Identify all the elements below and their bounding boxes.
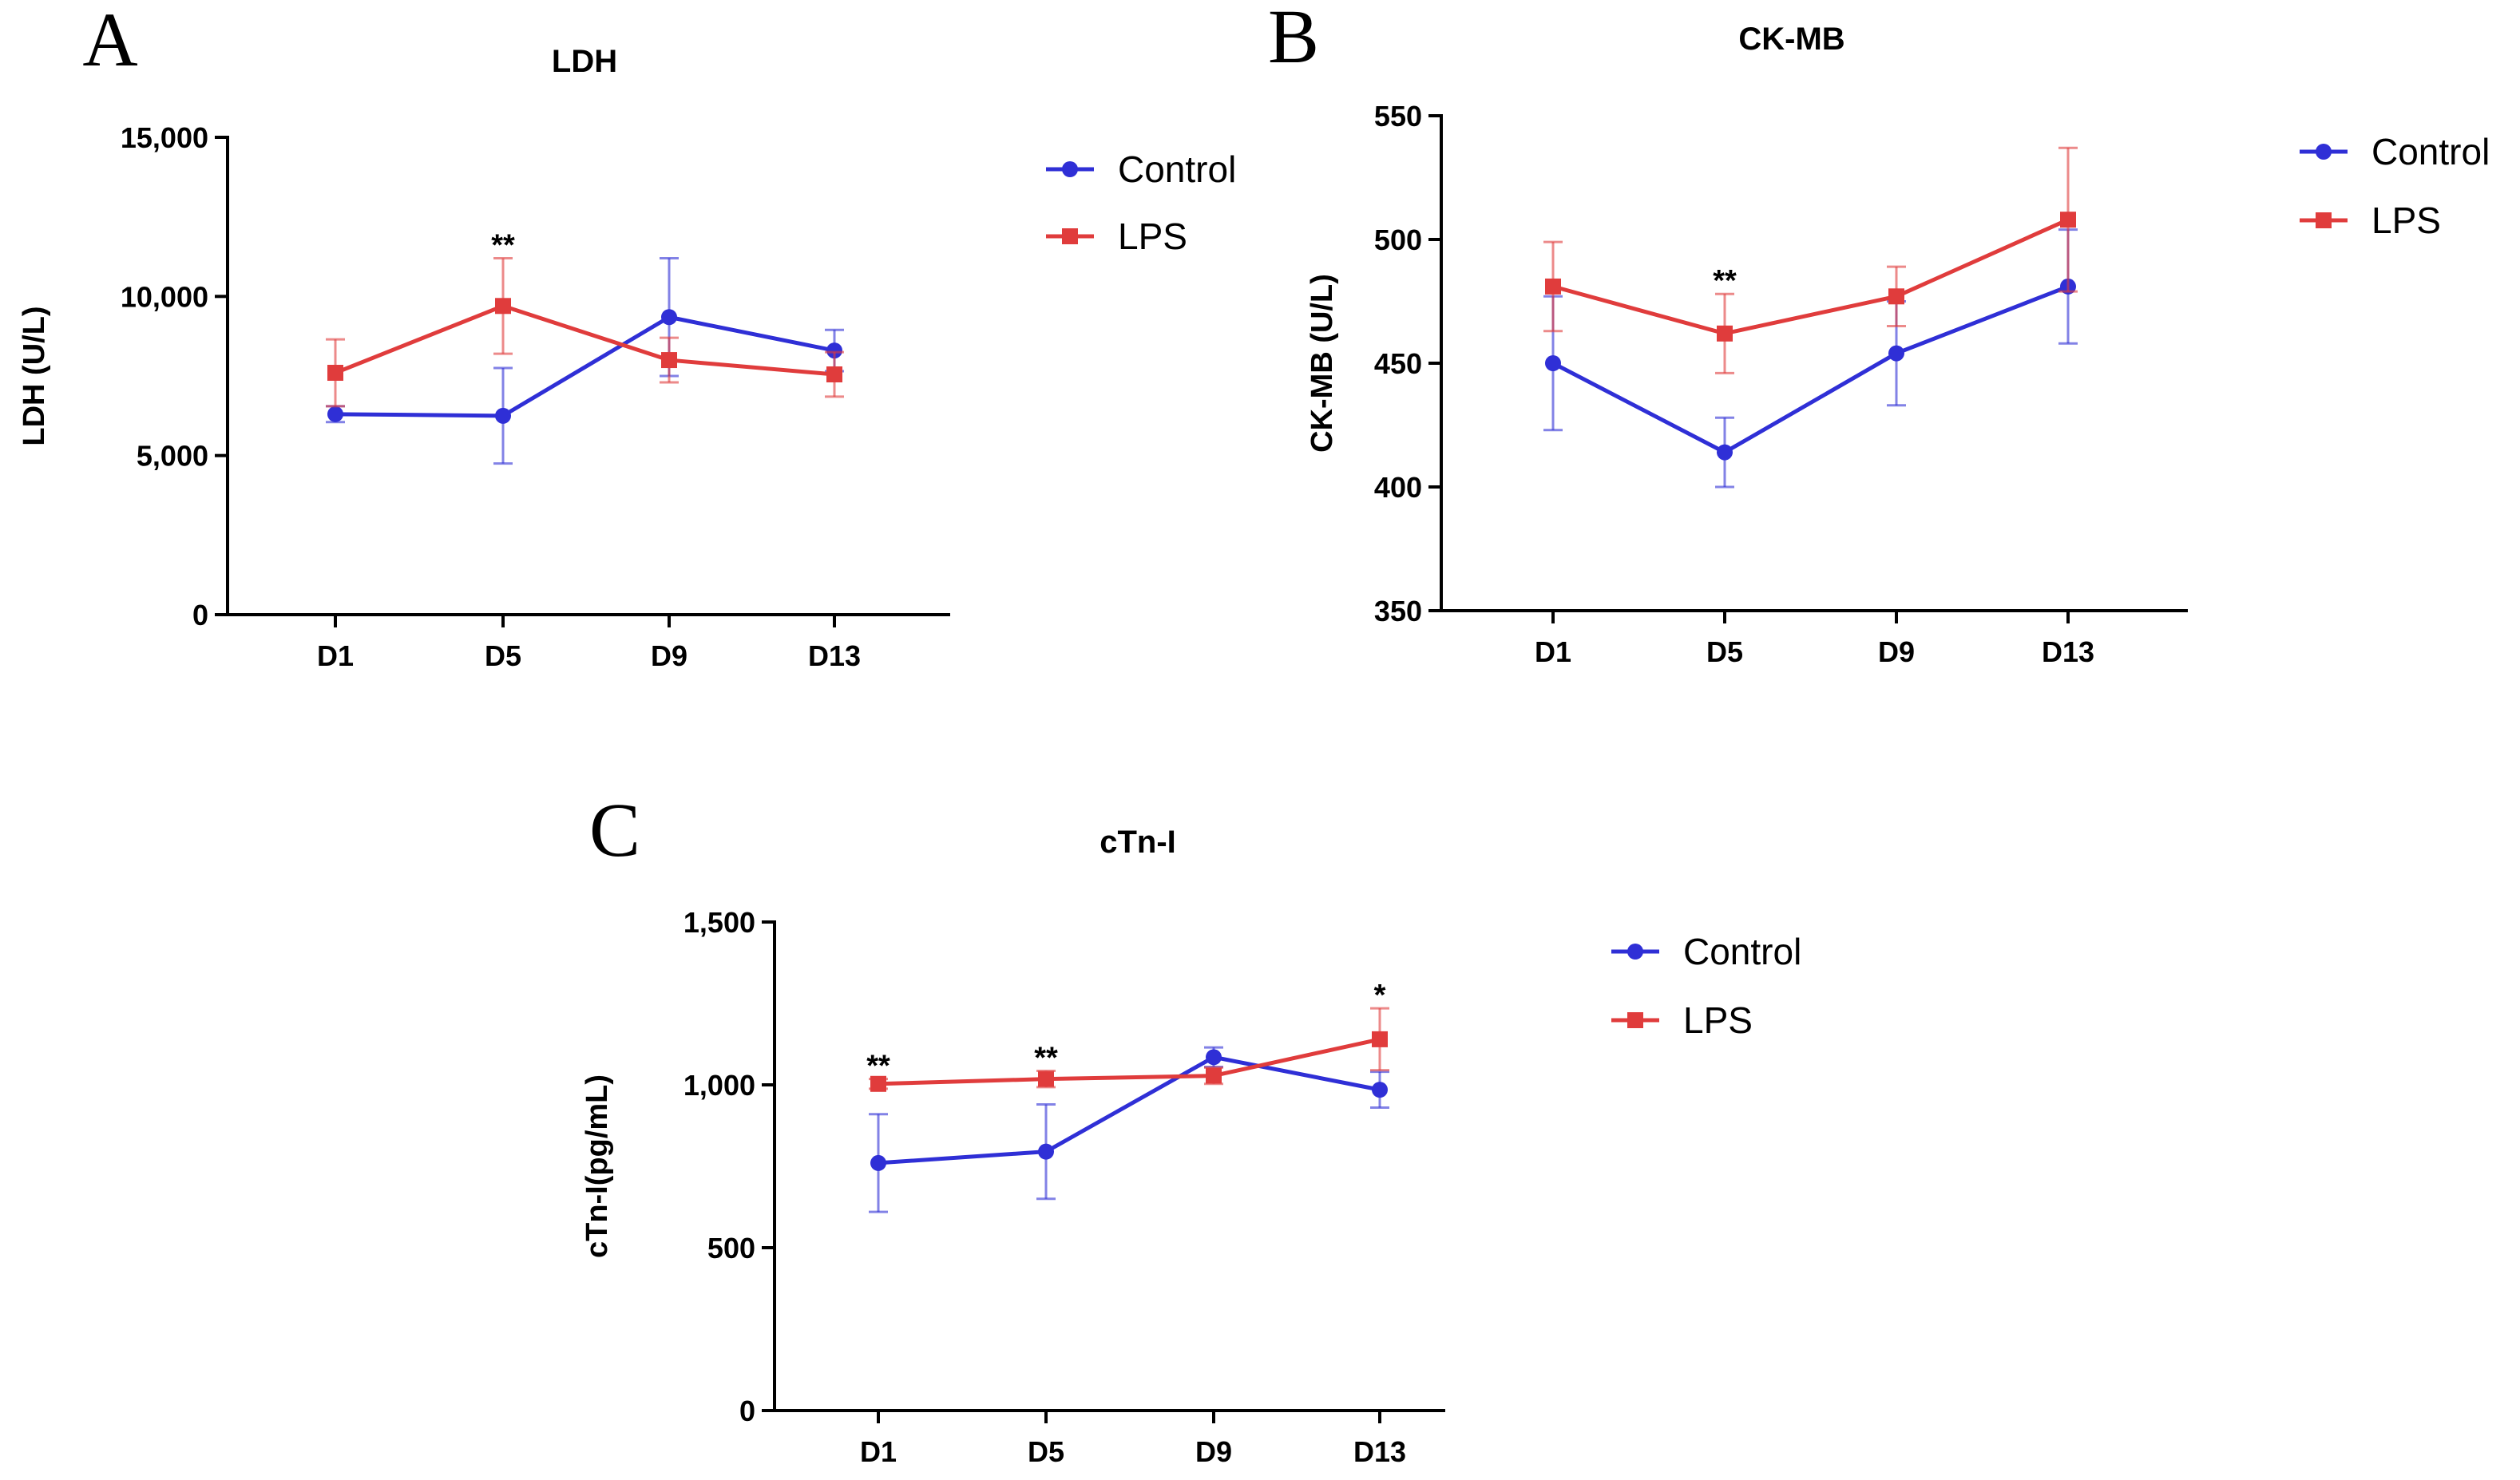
data-point — [661, 309, 677, 326]
data-point — [826, 366, 842, 383]
x-tick-label: D9 — [1195, 1435, 1232, 1468]
data-point — [1372, 1031, 1388, 1047]
data-point — [1372, 1082, 1388, 1098]
x-tick-label: D13 — [1353, 1435, 1406, 1468]
x-tick-label: D9 — [651, 639, 687, 672]
x-tick-label: D1 — [1535, 635, 1571, 668]
y-axis-label: cTn-I(pg/mL) — [580, 1074, 614, 1258]
data-point — [1888, 288, 1904, 305]
series-lps — [326, 256, 844, 408]
y-tick-label: 550 — [1374, 100, 1422, 133]
series-lps — [1543, 146, 2078, 374]
y-tick-label: 10,000 — [121, 280, 208, 313]
chart-panel-b: B CK-MB CK-MB (U/L) 350 400 450 500 550 D1 D5 D9 D1… — [1268, 0, 2490, 668]
series-line — [878, 1037, 1381, 1086]
x-tick-label: D13 — [808, 639, 861, 672]
series-line — [335, 315, 835, 418]
legend-marker — [1062, 228, 1078, 244]
data-point — [495, 298, 511, 315]
legend-marker — [2316, 144, 2332, 160]
chart-title: cTn-I — [1100, 825, 1176, 860]
series-lps — [869, 1007, 1389, 1092]
significance-label: ** — [866, 1050, 890, 1083]
x-tick-label: D13 — [2042, 635, 2094, 668]
legend-label: LPS — [2371, 200, 2441, 241]
y-tick-label: 350 — [1374, 595, 1422, 627]
panel-letter: A — [82, 0, 137, 82]
significance-label: ** — [1713, 264, 1737, 298]
y-axis-label: CK-MB (U/L) — [1306, 274, 1339, 453]
chart-title: CK-MB — [1738, 22, 1844, 57]
y-tick-label: 400 — [1374, 471, 1422, 504]
y-tick-label: 0 — [192, 599, 208, 631]
y-tick-label: 5,000 — [137, 440, 208, 473]
panel-letter: B — [1268, 0, 1319, 79]
x-tick-label: D5 — [1706, 635, 1743, 668]
legend-marker — [1627, 1012, 1643, 1028]
legend: Control LPS — [1046, 148, 1236, 257]
significance-label: * — [1374, 979, 1386, 1012]
y-tick-label: 15,000 — [121, 121, 208, 154]
data-point — [495, 407, 511, 424]
data-point — [327, 406, 343, 422]
legend-marker — [1062, 161, 1078, 177]
legend-label: Control — [2371, 131, 2490, 172]
data-point — [327, 365, 343, 382]
legend-label: Control — [1118, 148, 1236, 190]
y-tick-label: 1,000 — [683, 1069, 755, 1102]
data-point — [870, 1154, 886, 1171]
y-tick-label: 0 — [739, 1395, 755, 1427]
legend: Control LPS — [2300, 131, 2490, 241]
series-line — [1552, 217, 2070, 336]
y-axis-label: LDH (U/L) — [18, 306, 51, 445]
y-tick-label: 500 — [1374, 224, 1422, 256]
series-control — [869, 1046, 1389, 1213]
legend-marker — [1627, 944, 1643, 960]
data-point — [1206, 1067, 1222, 1084]
chart-panel-a: A LDH LDH (U/L) 0 5,000 10,000 15,000 D1 D5 D9 D13… — [18, 0, 1236, 672]
data-point — [1717, 444, 1733, 461]
legend-label: Control — [1683, 931, 1801, 972]
data-point — [1888, 345, 1904, 362]
data-point — [2060, 212, 2076, 228]
data-point — [826, 342, 842, 359]
series-control — [326, 256, 844, 465]
series-line — [878, 1055, 1381, 1165]
x-tick-label: D5 — [1028, 1435, 1064, 1468]
y-tick-label: 450 — [1374, 347, 1422, 380]
x-tick-label: D5 — [485, 639, 521, 672]
data-point — [661, 352, 677, 369]
series-line — [1551, 284, 2069, 455]
series-line — [335, 303, 835, 377]
y-tick-label: 500 — [707, 1232, 755, 1264]
data-point — [1038, 1143, 1054, 1160]
data-point — [1545, 355, 1561, 371]
legend-label: LPS — [1118, 216, 1187, 257]
panel-letter: C — [589, 787, 640, 873]
y-tick-label: 1,500 — [683, 906, 755, 939]
x-tick-label: D9 — [1878, 635, 1915, 668]
series-control — [1543, 228, 2078, 489]
chart-title: LDH — [552, 44, 617, 79]
legend: Control LPS — [1611, 931, 1801, 1041]
data-point — [1717, 325, 1733, 342]
legend-marker — [2316, 212, 2332, 228]
significance-label: ** — [491, 228, 515, 262]
data-point — [870, 1075, 886, 1092]
x-tick-label: D1 — [860, 1435, 897, 1468]
data-point — [1038, 1070, 1054, 1087]
x-tick-label: D1 — [317, 639, 354, 672]
data-point — [1545, 278, 1561, 295]
significance-label: ** — [1034, 1041, 1058, 1074]
legend-label: LPS — [1683, 999, 1753, 1041]
data-point — [1206, 1049, 1222, 1066]
